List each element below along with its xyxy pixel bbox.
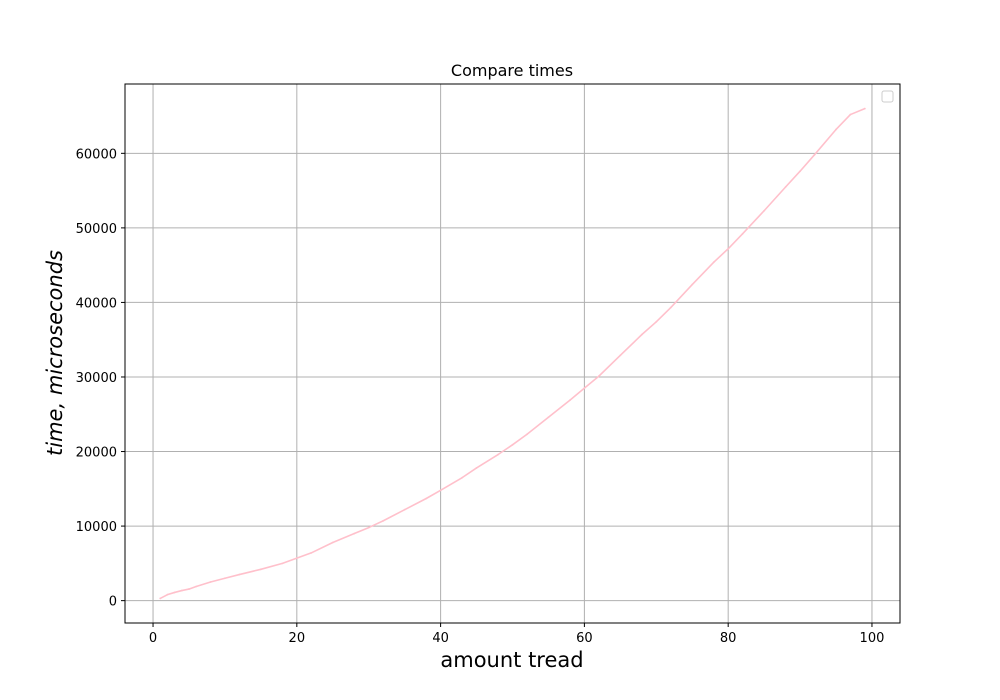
data-point	[188, 588, 190, 590]
data-point	[382, 519, 384, 522]
grid-lines	[125, 84, 900, 623]
data-point	[669, 306, 672, 309]
y-tick-label: 0	[109, 595, 117, 610]
data-point	[525, 433, 528, 436]
data-point	[835, 128, 837, 131]
data-point	[655, 320, 658, 323]
data-point	[180, 589, 183, 592]
x-tick-label: 0	[149, 631, 157, 646]
data-point	[799, 170, 801, 173]
data-point	[295, 557, 298, 560]
chart-title: Compare times	[451, 61, 573, 80]
x-tick-label: 20	[289, 631, 306, 646]
data-point	[281, 562, 284, 565]
data-point	[475, 467, 478, 469]
plot-frame	[124, 83, 901, 624]
plot-background	[125, 84, 900, 623]
data-point	[727, 247, 730, 250]
y-tick-label: 40000	[76, 296, 117, 311]
x-tick-label: 40	[432, 631, 449, 646]
data-point	[259, 568, 262, 571]
data-point	[173, 591, 176, 594]
x-tick-label: 80	[720, 631, 737, 646]
y-tick-label: 60000	[76, 147, 117, 162]
data-point	[641, 333, 643, 336]
data-point	[497, 453, 500, 456]
y-axis-ticks: 0 10000 20000 30000 40000 50000 60000	[76, 147, 125, 610]
x-axis-label: amount tread	[440, 648, 583, 672]
data-point	[159, 597, 162, 600]
data-point	[367, 526, 370, 529]
data-point	[166, 593, 169, 596]
data-point	[461, 476, 464, 479]
data-point	[569, 399, 571, 401]
data-point	[712, 261, 715, 264]
series-line	[159, 107, 866, 600]
data-point	[597, 375, 600, 378]
data-point	[511, 443, 514, 446]
data-point	[439, 489, 442, 492]
series-layer	[159, 107, 866, 600]
data-point	[849, 113, 852, 116]
legend-box	[881, 90, 894, 103]
data-point	[619, 354, 622, 357]
y-tick-label: 20000	[76, 446, 117, 461]
data-point	[224, 577, 226, 580]
data-point	[425, 497, 428, 500]
data-point	[583, 387, 586, 390]
data-point	[784, 185, 787, 188]
y-axis-label: time, microseconds	[43, 250, 67, 456]
y-tick-label: 10000	[76, 520, 117, 535]
x-axis-ticks: 0 20 40 60 80 100	[149, 623, 884, 646]
data-point	[238, 573, 241, 576]
y-tick-label: 50000	[76, 222, 117, 237]
data-point	[813, 153, 816, 156]
x-tick-label: 100	[860, 631, 885, 646]
data-point	[331, 541, 334, 544]
data-point	[863, 107, 866, 110]
data-point	[310, 552, 313, 554]
data-point	[403, 508, 406, 511]
data-point	[741, 232, 744, 235]
data-point	[209, 581, 212, 583]
data-point	[195, 585, 198, 588]
data-point	[353, 532, 356, 535]
y-tick-label: 30000	[76, 371, 117, 386]
x-tick-label: 60	[576, 631, 593, 646]
data-point	[763, 209, 766, 212]
data-point	[691, 283, 694, 286]
data-point	[547, 416, 550, 419]
